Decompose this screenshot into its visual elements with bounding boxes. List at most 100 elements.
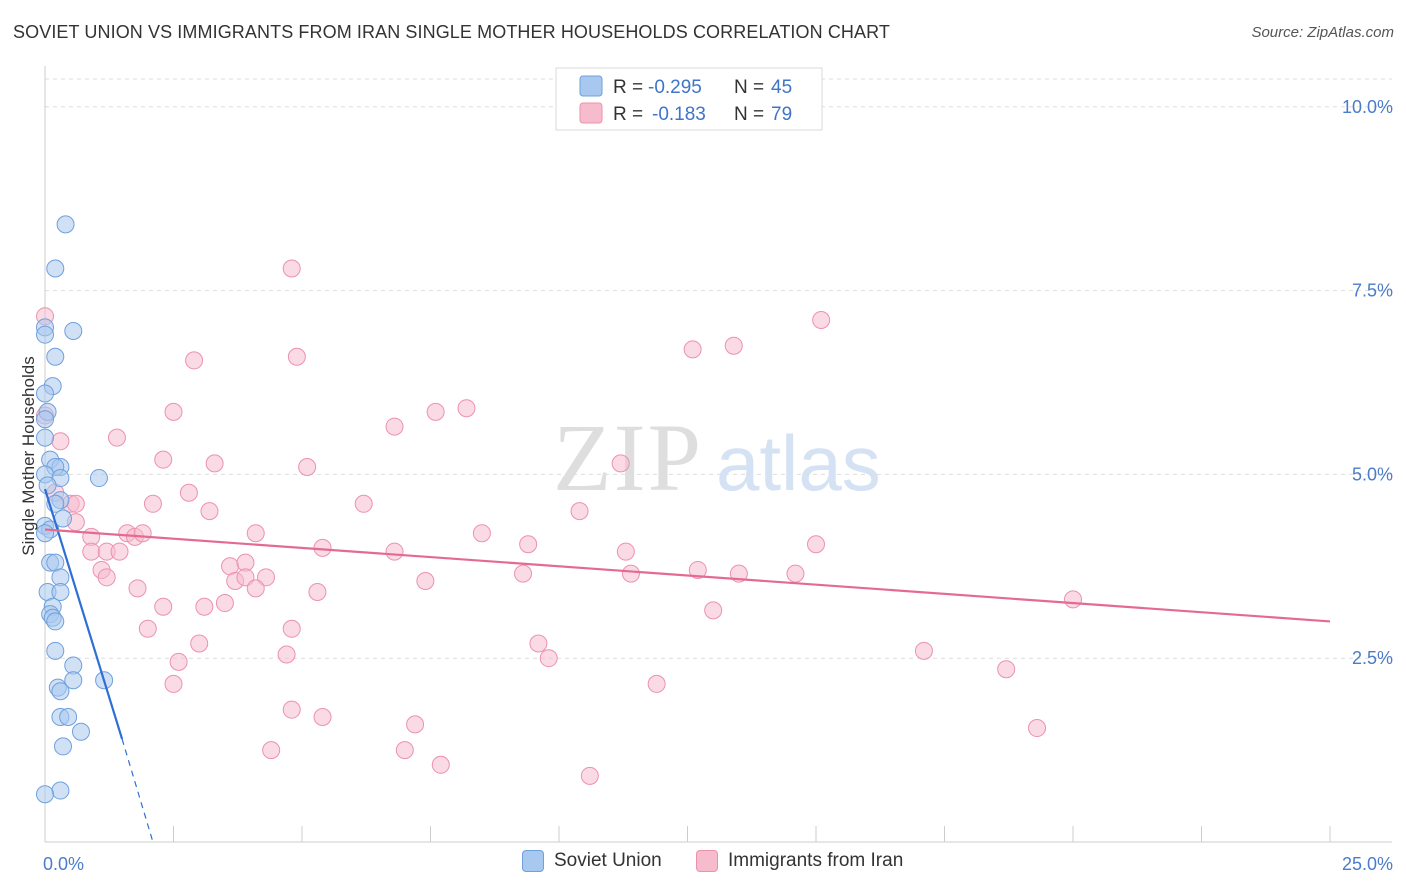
iran-point: [457, 399, 476, 418]
iran-point: [519, 535, 538, 554]
iran-point: [282, 700, 301, 719]
soviet-point: [64, 671, 83, 690]
iran-point: [138, 619, 157, 638]
soviet-point: [46, 612, 65, 631]
legend-item-soviet[interactable]: Soviet Union: [522, 850, 662, 872]
stats-n-label-2: N =: [734, 104, 764, 125]
iran-point: [431, 755, 450, 774]
iran-point: [616, 542, 635, 561]
soviet-point: [71, 722, 90, 741]
iran-point: [472, 524, 491, 543]
y-tick-label: 5.0%: [1352, 464, 1393, 484]
iran-point: [724, 336, 743, 355]
iran-point: [205, 454, 224, 473]
stats-r-label-2: R =: [613, 104, 643, 125]
x-tick-label-max: 25.0%: [1342, 854, 1393, 874]
iran-point: [426, 402, 445, 421]
iran-point: [997, 660, 1016, 679]
legend-item-iran[interactable]: Immigrants from Iran: [696, 850, 903, 872]
iran-point: [354, 494, 373, 513]
soviet-point: [64, 322, 83, 341]
stats-r-value-2: -0.183: [652, 104, 706, 125]
iran-point: [514, 564, 533, 583]
iran-point: [66, 494, 85, 513]
iran-point: [647, 674, 666, 693]
iran-point: [200, 502, 219, 521]
iran-point: [133, 524, 152, 543]
soviet-point: [46, 347, 65, 366]
stats-r-value-1: -0.295: [648, 77, 702, 98]
soviet-point: [51, 781, 70, 800]
iran-point: [179, 483, 198, 502]
iran-point: [570, 502, 589, 521]
soviet-point: [59, 708, 78, 727]
iran-point: [51, 432, 70, 451]
source-credit: Source: ZipAtlas.com: [1251, 24, 1394, 41]
iran-point: [236, 568, 255, 587]
iran-point: [688, 560, 707, 579]
iran-point: [1028, 719, 1047, 738]
iran-point: [107, 428, 126, 447]
iran-point: [185, 351, 204, 370]
iran-point: [580, 766, 599, 785]
iran-point: [154, 450, 173, 469]
iran-point: [416, 571, 435, 590]
legend-swatch-soviet: [522, 850, 544, 872]
iran-point: [914, 641, 933, 660]
soviet-point: [51, 682, 70, 701]
iran-point: [406, 715, 425, 734]
iran-point: [395, 741, 414, 760]
soviet-point: [36, 325, 54, 344]
soviet-point: [36, 428, 54, 447]
soviet-point: [51, 583, 70, 602]
y-axis-label: Single Mother Households: [19, 356, 38, 555]
iran-point: [287, 347, 306, 366]
iran-point: [308, 583, 327, 602]
iran-point: [385, 542, 404, 561]
iran-point: [313, 708, 332, 727]
legend-label-soviet: Soviet Union: [554, 850, 662, 871]
iran-point: [611, 454, 630, 473]
soviet-point: [46, 641, 65, 660]
chart-title: SOVIET UNION VS IMMIGRANTS FROM IRAN SIN…: [13, 22, 890, 42]
iran-point: [164, 674, 183, 693]
stats-n-value-2: 79: [771, 104, 792, 125]
iran-point: [277, 645, 296, 664]
y-tick-label: 10.0%: [1342, 97, 1393, 117]
soviet-point: [38, 476, 57, 495]
iran-trend-line: [44, 528, 1331, 623]
iran-point: [704, 601, 723, 620]
iran-point: [786, 564, 805, 583]
stats-r-label-1: R =: [613, 77, 643, 98]
stats-n-value-1: 45: [771, 77, 792, 98]
iran-point: [215, 594, 234, 613]
iran-point: [262, 741, 281, 760]
stats-box: R = -0.295 N = 45 R = -0.183 N = 79: [555, 67, 823, 131]
y-tick-labels: 2.5% 5.0% 7.5% 10.0%: [1342, 97, 1393, 668]
soviet-point: [36, 384, 54, 403]
soviet-point: [89, 469, 108, 488]
iran-point: [246, 579, 265, 598]
iran-point: [298, 458, 317, 477]
x-tick-labels: 0.0% 25.0%: [43, 854, 1393, 874]
stats-swatch-iran: [579, 102, 603, 124]
iran-point: [812, 310, 831, 329]
iran-point: [190, 634, 209, 653]
soviet-point: [53, 737, 72, 756]
y-tick-label: 7.5%: [1352, 281, 1393, 301]
soviet-point: [36, 524, 54, 543]
soviet-point: [36, 785, 54, 804]
iran-point: [1064, 590, 1082, 609]
iran-point: [529, 634, 548, 653]
stats-swatch-soviet: [579, 75, 603, 97]
iran-point: [246, 524, 265, 543]
iran-point: [683, 340, 702, 359]
iran-point: [195, 597, 214, 616]
iran-point: [282, 259, 301, 278]
iran-point: [97, 568, 116, 587]
iran-point: [128, 579, 147, 598]
soviet-point: [56, 215, 75, 234]
iran-point: [807, 535, 825, 554]
watermark-atlas: atlas: [716, 419, 881, 507]
